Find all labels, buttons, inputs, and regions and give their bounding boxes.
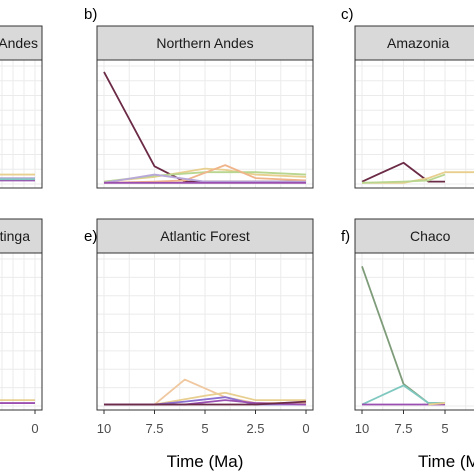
series-line: [361, 173, 446, 184]
x-tick-label: 10: [355, 421, 369, 436]
grid-lines: [0, 60, 42, 188]
strip-background: [96, 25, 314, 61]
x-axis-ticks: 10 7.5 5: [355, 410, 449, 436]
series-group: [104, 378, 307, 406]
strip-title: Andes: [0, 35, 38, 51]
plot-border: [354, 59, 474, 189]
x-axis-title: Time (Ma): [167, 452, 244, 471]
grid-lines: [355, 60, 474, 188]
strip-title: Amazonia: [387, 35, 449, 51]
plot-border: [0, 252, 43, 411]
strip-title: Northern Andes: [156, 35, 253, 51]
grid-lines: [0, 253, 42, 410]
series-group: [103, 71, 307, 184]
x-tick-label: 0: [302, 421, 309, 436]
strip-title: Caatinga: [0, 228, 30, 244]
panel-label: f): [341, 228, 350, 245]
panel-northern-andes: b) Northern Andes: [84, 6, 314, 189]
grid-lines: [97, 253, 313, 410]
x-tick-label: 0: [31, 421, 38, 436]
plot-border: [96, 59, 314, 189]
panel-chaco: f) Chaco 107.55 Time (Ma): [341, 218, 474, 471]
series-line: [361, 161, 445, 183]
panel-caatinga: Caatinga 0: [0, 218, 43, 436]
series-group: [361, 161, 474, 184]
series-line: [103, 173, 306, 184]
x-tick-label: 10: [97, 421, 111, 436]
panel-andes: Andes: [0, 25, 43, 189]
strip-background: [0, 25, 43, 61]
panel-label: b): [84, 6, 97, 23]
panel-label: e): [84, 228, 97, 245]
plot-background: [355, 60, 474, 188]
panel-label: c): [341, 6, 354, 23]
x-tick-label: 2.5: [246, 421, 264, 436]
x-axis-title: Time (Ma): [418, 452, 474, 471]
x-axis-ticks: 0: [31, 410, 39, 436]
series-group: [361, 266, 446, 406]
strip-title: Atlantic Forest: [160, 228, 250, 244]
panel-atlantic-forest: e) Atlantic Forest 10 7.5 5 2.5 0 Time (Ma): [84, 218, 314, 471]
panel-amazonia: c) Amazonia: [341, 6, 474, 189]
strip-background: [0, 218, 43, 254]
strip-background: [354, 25, 474, 61]
x-tick-label: 7.5: [145, 421, 163, 436]
plot-background: [0, 253, 42, 410]
series-line: [103, 164, 307, 184]
strip-background: [96, 218, 314, 254]
x-tick-label: 5: [441, 421, 448, 436]
series-group: [0, 173, 35, 182]
series-line: [428, 402, 446, 406]
strip-title: Chaco: [410, 228, 451, 244]
plot-border: [0, 59, 43, 189]
series-group: [0, 399, 35, 404]
plot-background: [355, 253, 474, 410]
grid-lines: [97, 60, 313, 188]
series-line: [104, 400, 307, 406]
x-axis-ticks: 10 7.5 5 2.5 0: [97, 410, 310, 436]
x-tick-label: 7.5: [394, 421, 412, 436]
x-tick-label: 5: [201, 421, 208, 436]
